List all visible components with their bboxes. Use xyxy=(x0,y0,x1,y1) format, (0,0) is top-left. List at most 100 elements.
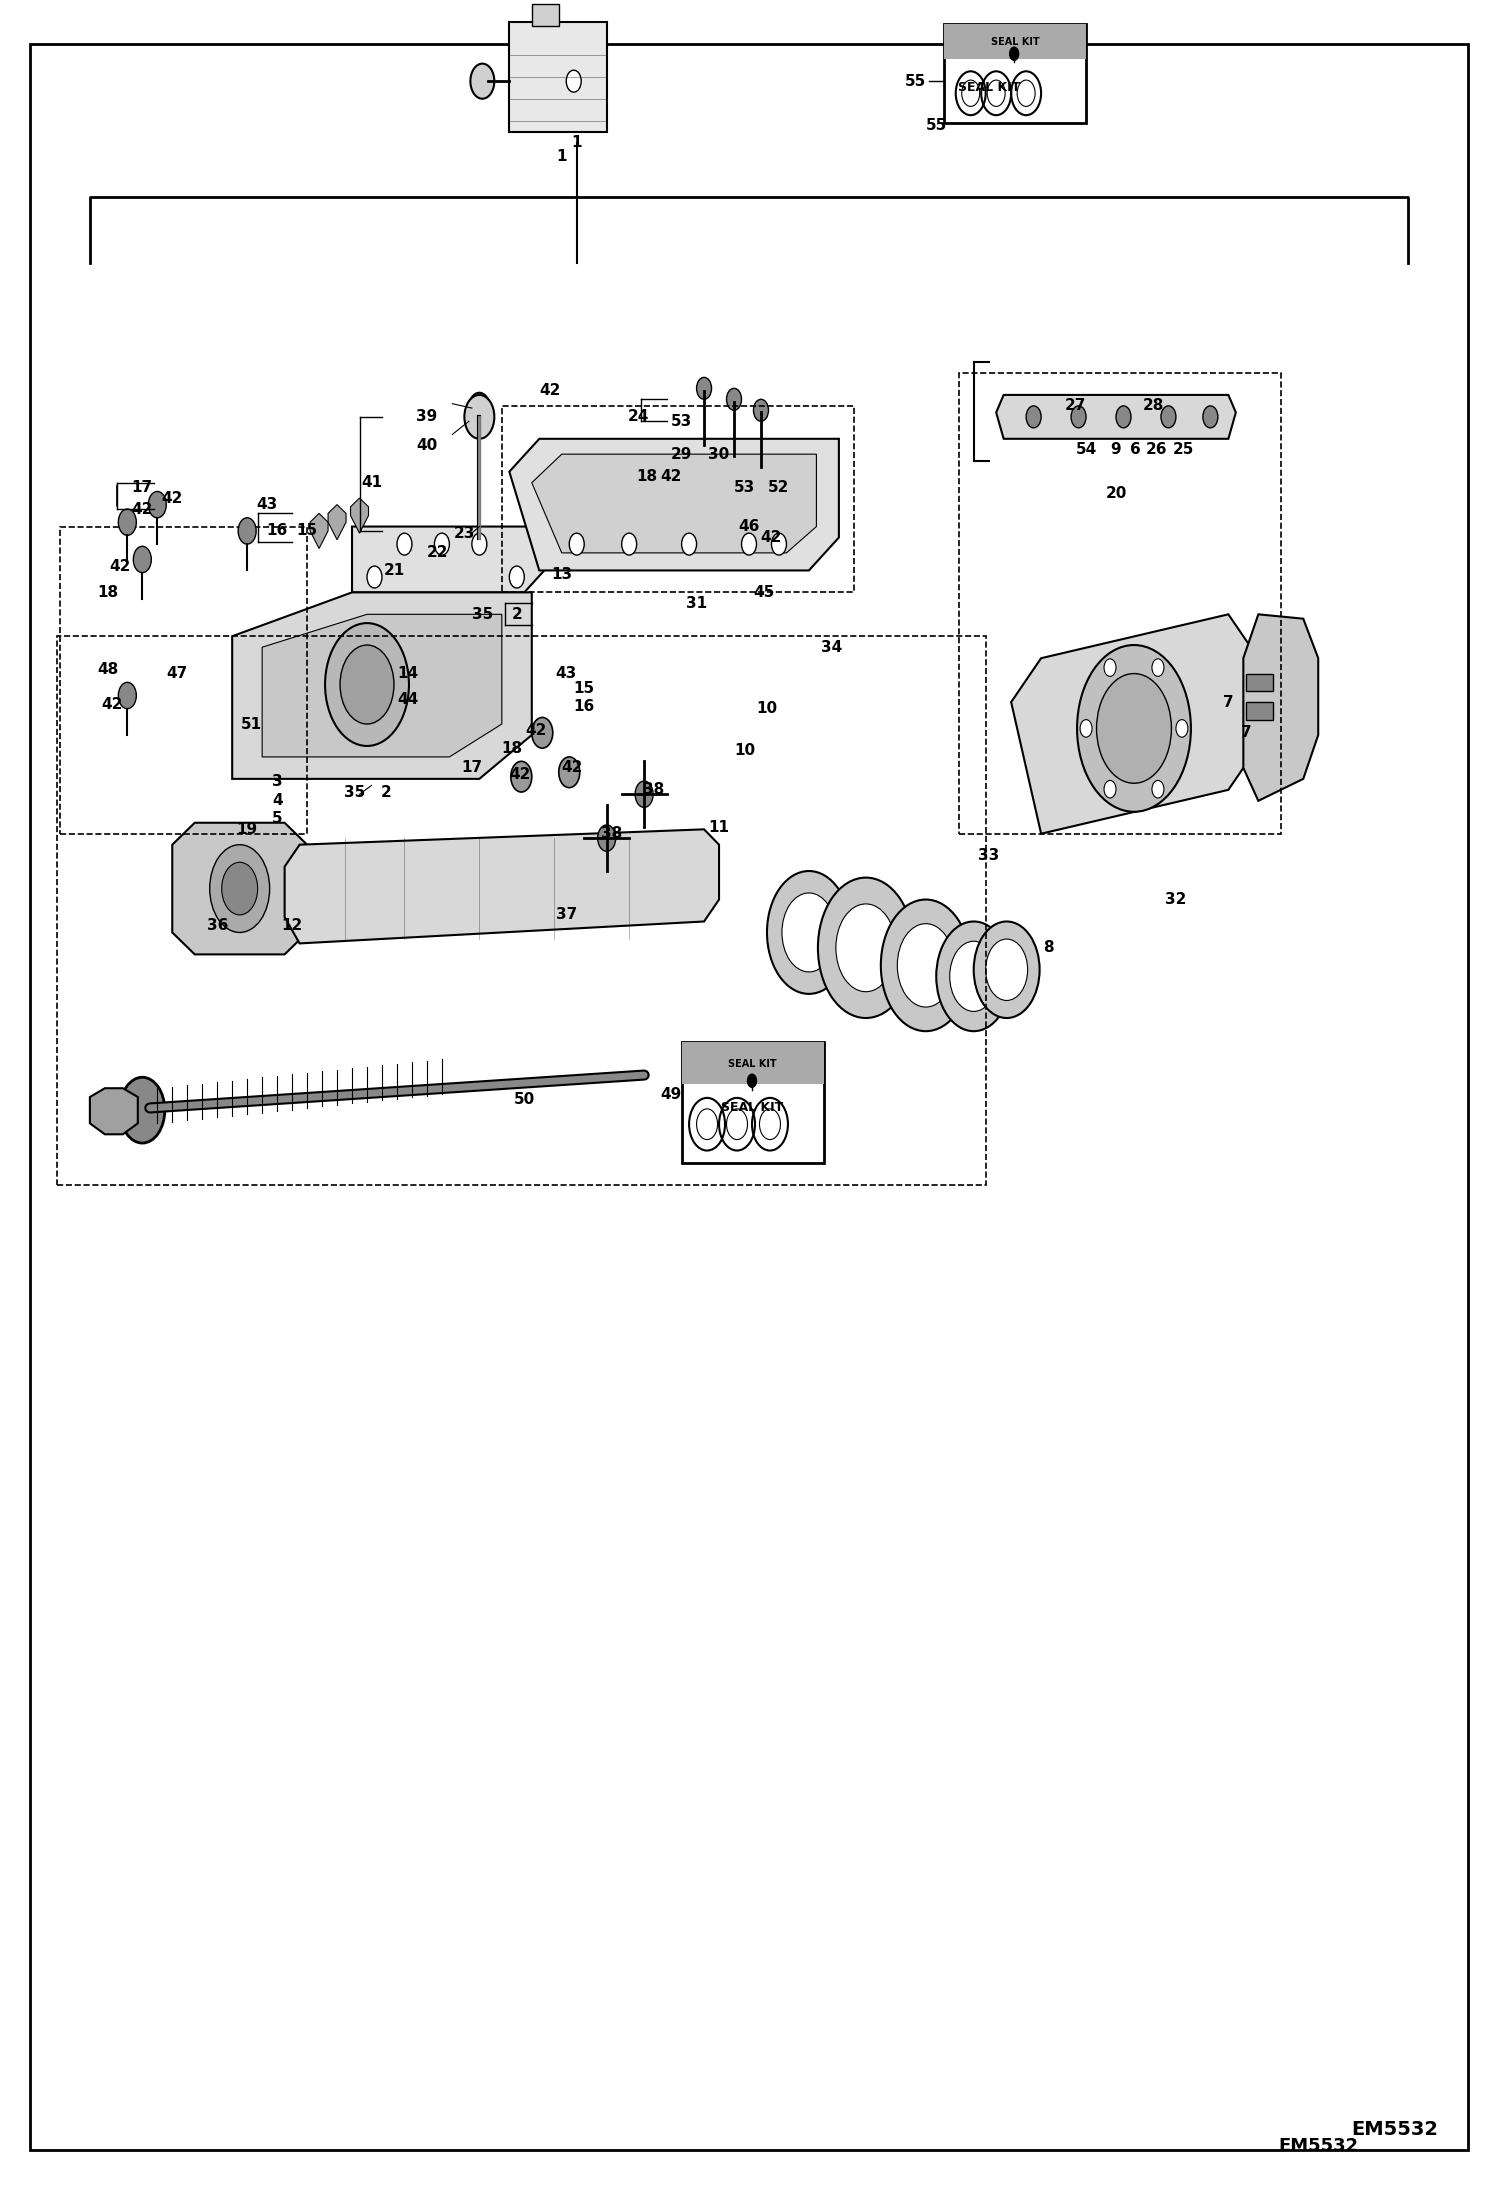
Text: 42: 42 xyxy=(102,698,123,711)
Text: 53: 53 xyxy=(671,415,692,428)
Text: 6: 6 xyxy=(1129,443,1141,456)
Bar xyxy=(532,4,559,26)
Polygon shape xyxy=(285,829,719,943)
Polygon shape xyxy=(172,823,307,954)
Polygon shape xyxy=(352,527,554,592)
Circle shape xyxy=(325,623,409,746)
Circle shape xyxy=(118,682,136,709)
Text: 16: 16 xyxy=(574,700,595,713)
Bar xyxy=(502,406,854,592)
Text: 48: 48 xyxy=(97,663,118,676)
Text: 30: 30 xyxy=(709,448,730,461)
Circle shape xyxy=(881,900,971,1031)
Text: 21: 21 xyxy=(383,564,404,577)
Circle shape xyxy=(340,645,394,724)
Polygon shape xyxy=(509,439,839,570)
Text: 1: 1 xyxy=(556,149,568,165)
Bar xyxy=(57,636,986,1185)
Text: 29: 29 xyxy=(671,448,692,461)
Circle shape xyxy=(1010,48,1019,61)
Circle shape xyxy=(367,566,382,588)
Text: EM5532: EM5532 xyxy=(1351,2119,1438,2139)
Text: 28: 28 xyxy=(1143,399,1164,412)
Text: 4: 4 xyxy=(271,794,283,807)
Text: 38: 38 xyxy=(601,827,622,840)
Text: 9: 9 xyxy=(1110,443,1122,456)
Circle shape xyxy=(1116,406,1131,428)
Circle shape xyxy=(133,546,151,573)
Text: 2: 2 xyxy=(380,785,392,799)
Text: 42: 42 xyxy=(109,559,130,573)
Text: 42: 42 xyxy=(526,724,547,737)
Text: 31: 31 xyxy=(686,597,707,610)
Polygon shape xyxy=(90,1088,138,1134)
Text: 43: 43 xyxy=(256,498,277,511)
Circle shape xyxy=(753,399,768,421)
Circle shape xyxy=(434,533,449,555)
Circle shape xyxy=(748,1075,756,1088)
Circle shape xyxy=(742,533,756,555)
Text: 25: 25 xyxy=(1173,443,1194,456)
Circle shape xyxy=(727,388,742,410)
Circle shape xyxy=(1161,406,1176,428)
Text: 3: 3 xyxy=(271,774,283,788)
Circle shape xyxy=(397,533,412,555)
Text: 50: 50 xyxy=(514,1093,535,1106)
Text: 11: 11 xyxy=(709,821,730,834)
Circle shape xyxy=(464,395,494,439)
Polygon shape xyxy=(232,592,532,779)
Text: SEAL KIT: SEAL KIT xyxy=(721,1101,783,1115)
Text: 42: 42 xyxy=(509,768,530,781)
Circle shape xyxy=(222,862,258,915)
Bar xyxy=(959,373,1281,834)
Text: 42: 42 xyxy=(661,470,682,483)
Bar xyxy=(1246,702,1273,720)
Circle shape xyxy=(682,533,697,555)
Text: 16: 16 xyxy=(267,524,288,538)
Text: 7: 7 xyxy=(1240,726,1252,739)
Text: 8: 8 xyxy=(1043,941,1055,954)
Circle shape xyxy=(635,781,653,807)
Circle shape xyxy=(472,533,487,555)
Text: 35: 35 xyxy=(345,785,366,799)
Circle shape xyxy=(118,509,136,535)
Text: EM5532: EM5532 xyxy=(1278,2137,1359,2155)
Text: 46: 46 xyxy=(739,520,759,533)
Bar xyxy=(944,24,1086,123)
Text: 40: 40 xyxy=(416,439,437,452)
Text: 38: 38 xyxy=(643,783,664,796)
Text: 27: 27 xyxy=(1065,399,1086,412)
Polygon shape xyxy=(532,454,816,553)
Circle shape xyxy=(697,377,712,399)
Text: 20: 20 xyxy=(1106,487,1126,500)
Text: 10: 10 xyxy=(734,744,755,757)
Text: 42: 42 xyxy=(562,761,583,774)
Circle shape xyxy=(470,64,494,99)
Circle shape xyxy=(120,1077,165,1143)
Text: 26: 26 xyxy=(1146,443,1167,456)
Text: 32: 32 xyxy=(1165,893,1186,906)
Text: 5: 5 xyxy=(271,812,283,825)
Circle shape xyxy=(469,393,490,423)
Circle shape xyxy=(1104,658,1116,676)
Bar xyxy=(944,24,1086,59)
Circle shape xyxy=(767,871,851,994)
Text: SEAL KIT: SEAL KIT xyxy=(957,81,1020,94)
Text: 47: 47 xyxy=(166,667,187,680)
Text: 33: 33 xyxy=(978,849,999,862)
Text: 49: 49 xyxy=(661,1088,682,1101)
Text: 53: 53 xyxy=(734,480,755,494)
Text: 34: 34 xyxy=(821,641,842,654)
Circle shape xyxy=(1152,658,1164,676)
Text: 39: 39 xyxy=(416,410,437,423)
Circle shape xyxy=(1104,781,1116,799)
Polygon shape xyxy=(262,614,502,757)
Text: 18: 18 xyxy=(637,470,658,483)
Circle shape xyxy=(509,566,524,588)
Text: 13: 13 xyxy=(551,568,572,581)
Bar xyxy=(60,527,307,834)
Text: 23: 23 xyxy=(454,527,475,540)
Text: 18: 18 xyxy=(97,586,118,599)
Circle shape xyxy=(1097,674,1171,783)
Text: 44: 44 xyxy=(397,693,418,706)
